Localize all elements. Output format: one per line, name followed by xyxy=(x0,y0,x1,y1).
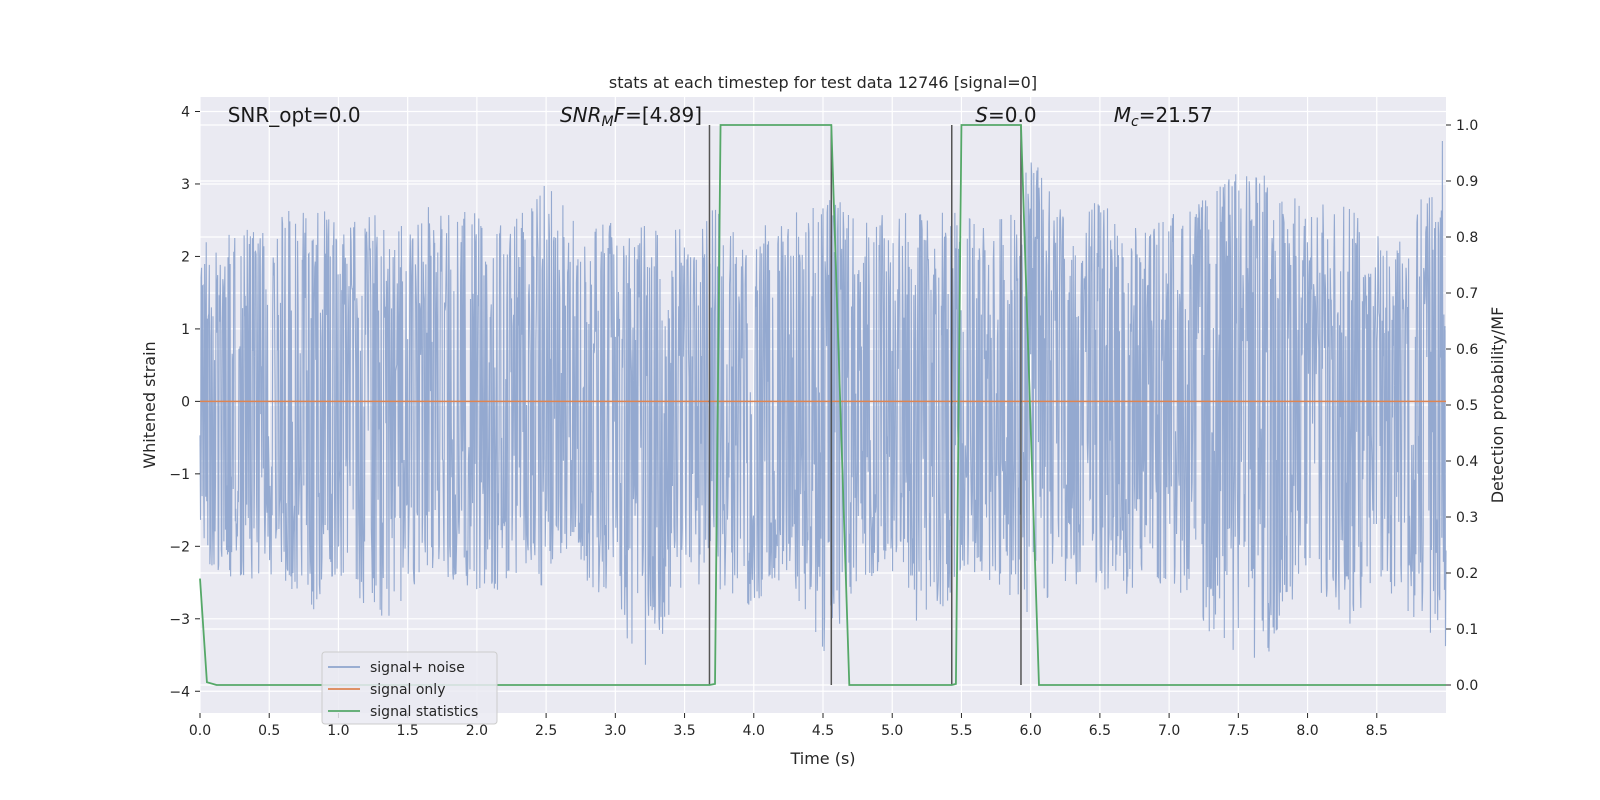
x-tick-label: 5.0 xyxy=(881,723,903,739)
x-tick-label: 6.5 xyxy=(1089,723,1111,739)
annotation-snr-mf: SNRMF=[4.89] xyxy=(560,103,702,130)
x-tick-label: 8.5 xyxy=(1366,723,1388,739)
y-left-tick-label: −1 xyxy=(169,467,190,483)
x-tick-label: 2.0 xyxy=(466,723,488,739)
y-left-tick-label: 3 xyxy=(181,177,190,193)
x-tick-label: 8.0 xyxy=(1296,723,1318,739)
y-right-tick-label: 0.0 xyxy=(1456,678,1478,694)
y-right-tick-label: 0.3 xyxy=(1456,510,1478,526)
legend: signal+ noise signal only signal statistic… xyxy=(321,651,498,725)
y-left-tick-label: −2 xyxy=(169,539,190,555)
x-tick-label: 0.5 xyxy=(258,723,280,739)
x-tick-label: 7.5 xyxy=(1227,723,1249,739)
axes: 0.0 0.5 1.0 1.5 2.0 2.5 3.0 3.5 4.0 4.5 5.0 5.5 6.0 6… xyxy=(169,104,1478,739)
signal-statistics-line xyxy=(199,124,1446,686)
signal-statistics-series xyxy=(199,124,1446,686)
y-axis-right-label: Detection probability/MF xyxy=(1488,307,1507,504)
y-left-tick-label: −3 xyxy=(169,612,190,628)
chart-title: stats at each timestep for test data 127… xyxy=(609,73,1037,92)
legend-label: signal+ noise xyxy=(370,660,465,676)
legend-box xyxy=(321,651,498,725)
y-right-tick-label: 0.4 xyxy=(1456,454,1478,470)
y-left-tick-label: 1 xyxy=(181,322,190,338)
y-right-tick-label: 0.5 xyxy=(1456,398,1478,414)
x-axis-label: Time (s) xyxy=(789,749,855,768)
y-right-tick-label: 0.8 xyxy=(1456,230,1478,246)
y-right-tick-label: 0.6 xyxy=(1456,342,1478,358)
x-tick-label: 0.0 xyxy=(189,723,211,739)
legend-label: signal statistics xyxy=(370,704,478,720)
x-tick-label: 7.0 xyxy=(1158,723,1180,739)
x-tick-label: 6.0 xyxy=(1020,723,1042,739)
y-right-tick-label: 0.9 xyxy=(1456,174,1478,190)
y-right-tick-label: 0.2 xyxy=(1456,566,1478,582)
y-left-tick-label: −4 xyxy=(169,684,190,700)
x-tick-label: 1.5 xyxy=(397,723,419,739)
y-axis-left-label: Whitened strain xyxy=(140,341,159,468)
y-left-tick-label: 0 xyxy=(181,394,190,410)
y-right-tick-label: 1.0 xyxy=(1456,118,1478,134)
annotation-snr-opt: SNR_opt=0.0 xyxy=(228,103,361,127)
y-left-tick-label: 2 xyxy=(181,249,190,265)
annotation-s-value: S=0.0 xyxy=(975,103,1036,127)
vertical-markers xyxy=(708,125,1022,685)
x-tick-label: 1.0 xyxy=(327,723,349,739)
annotation-mc-value: Mc=21.57 xyxy=(1114,103,1213,130)
x-tick-label: 4.5 xyxy=(812,723,834,739)
x-tick-label: 5.5 xyxy=(950,723,972,739)
legend-label: signal only xyxy=(370,682,445,698)
signal-noise-line xyxy=(199,141,1447,665)
x-tick-label: 3.5 xyxy=(673,723,695,739)
y-right-tick-label: 0.7 xyxy=(1456,286,1478,302)
annotations: SNR_opt=0.0 SNRMF=[4.89] S=0.0 Mc=21.57 xyxy=(228,103,1213,130)
x-tick-label: 4.0 xyxy=(743,723,765,739)
signal-noise-series xyxy=(199,141,1447,665)
x-tick-label: 2.5 xyxy=(535,723,557,739)
x-tick-label: 3.0 xyxy=(604,723,626,739)
y-left-tick-label: 4 xyxy=(181,104,190,120)
y-right-tick-label: 0.1 xyxy=(1456,622,1478,638)
